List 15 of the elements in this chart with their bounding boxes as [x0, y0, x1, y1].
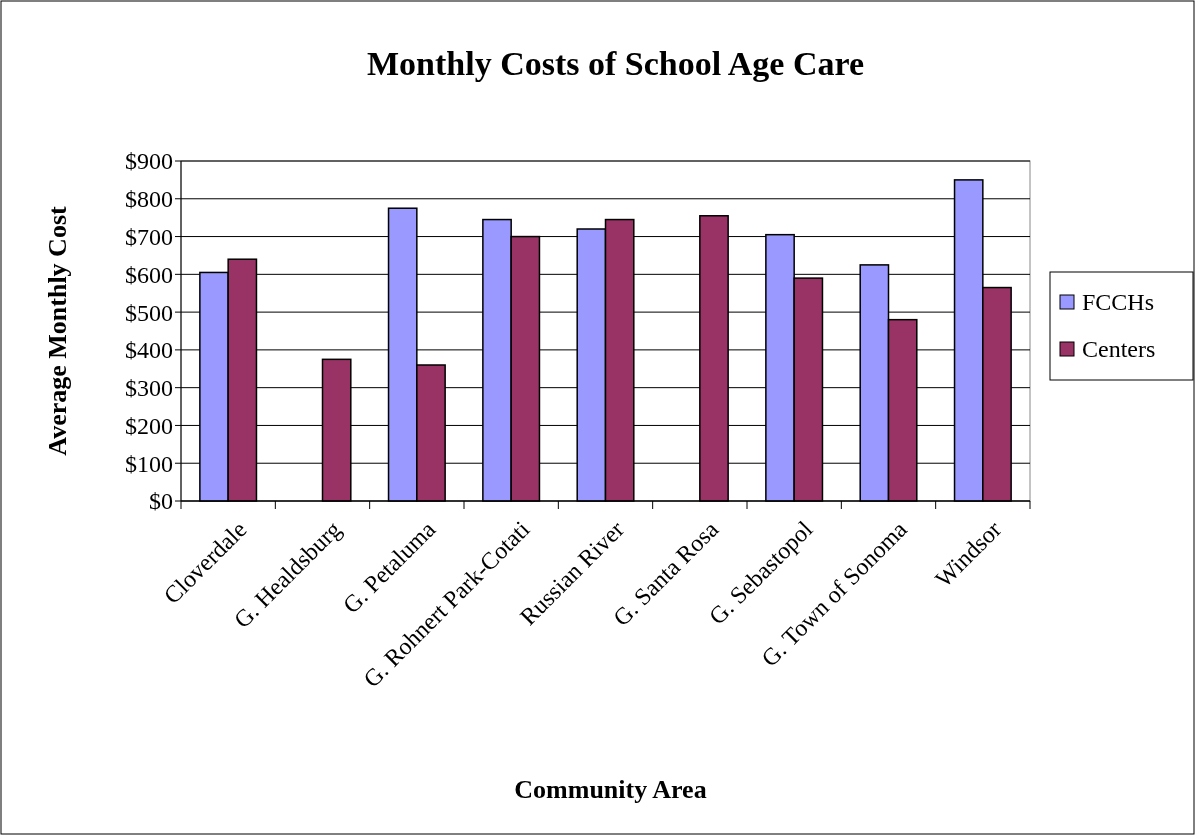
y-tick-label: $0	[149, 488, 173, 515]
y-tick-label: $600	[125, 261, 173, 288]
y-tick-label: $100	[125, 450, 173, 477]
legend-label: FCCHs	[1082, 289, 1155, 316]
y-tick-label: $900	[125, 148, 173, 175]
x-axis-title: Community Area	[514, 775, 707, 804]
y-tick-label: $700	[125, 223, 173, 250]
legend-label: Centers	[1082, 336, 1156, 363]
y-tick-label: $300	[125, 375, 173, 402]
y-tick-label: $400	[125, 337, 173, 364]
y-axis-title: Average Monthly Cost	[43, 205, 72, 456]
y-tick-label: $800	[125, 186, 173, 213]
y-tick-label: $200	[125, 412, 173, 439]
chart-title: Monthly Costs of School Age Care	[366, 45, 865, 82]
y-tick-label: $500	[125, 299, 173, 326]
